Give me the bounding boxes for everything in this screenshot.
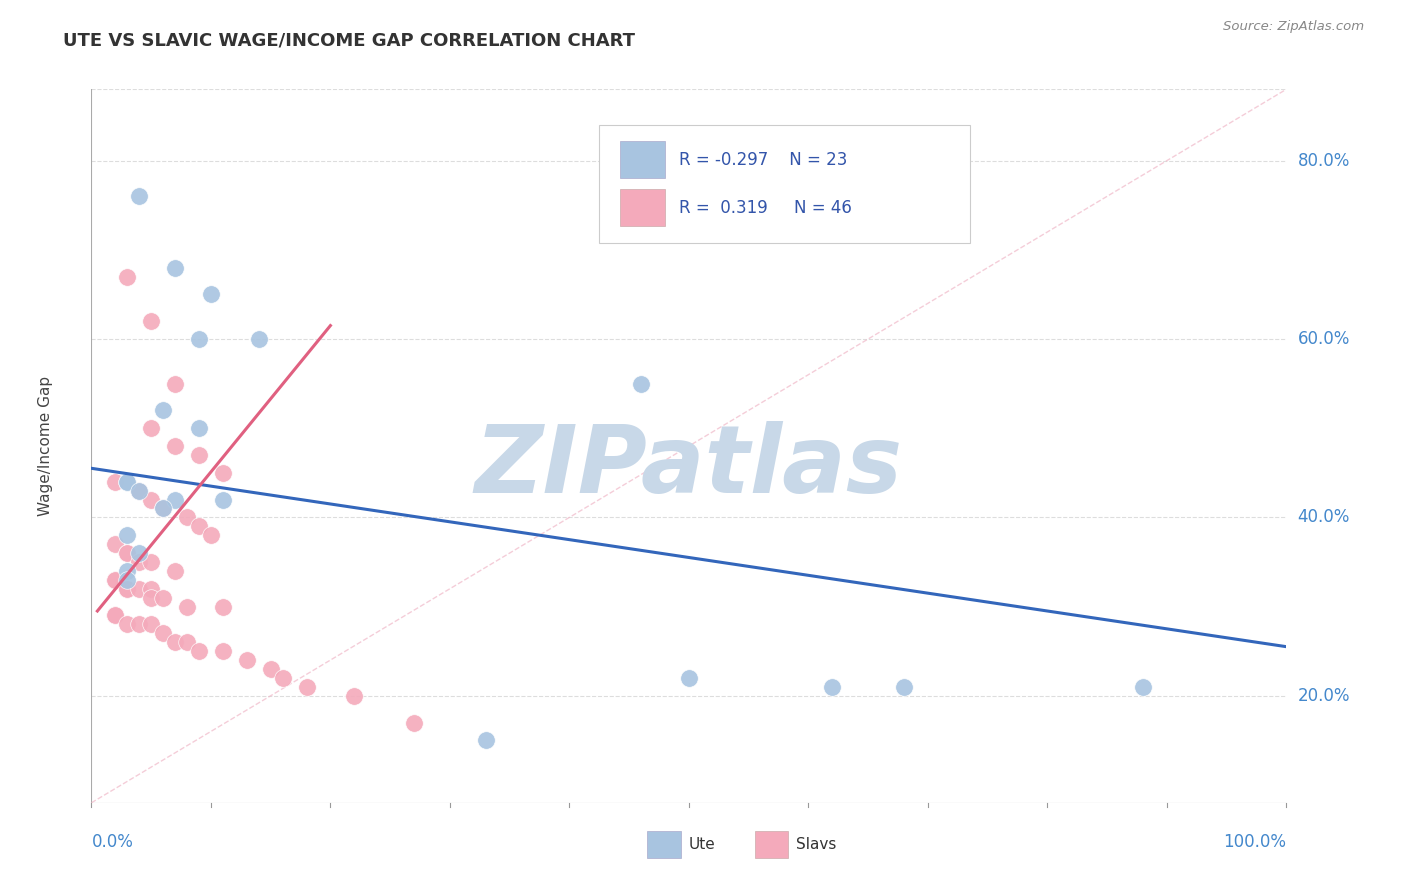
Point — [211, 599, 233, 614]
Point — [128, 617, 150, 632]
Point — [187, 332, 211, 346]
Point — [211, 492, 233, 507]
Point — [404, 715, 426, 730]
Text: 100.0%: 100.0% — [1223, 833, 1286, 851]
Point — [678, 671, 700, 685]
Point — [115, 573, 138, 587]
Point — [152, 501, 174, 516]
Text: 60.0%: 60.0% — [1298, 330, 1350, 348]
Text: R =  0.319     N = 46: R = 0.319 N = 46 — [679, 199, 852, 217]
Point — [152, 403, 174, 417]
Point — [187, 448, 211, 462]
Point — [211, 466, 233, 480]
Point — [152, 591, 174, 605]
Point — [152, 626, 174, 640]
Text: Source: ZipAtlas.com: Source: ZipAtlas.com — [1223, 20, 1364, 33]
Point — [821, 680, 844, 694]
Point — [247, 332, 270, 346]
Point — [128, 546, 150, 560]
Point — [176, 635, 198, 649]
Text: Slavs: Slavs — [796, 837, 837, 852]
Text: UTE VS SLAVIC WAGE/INCOME GAP CORRELATION CHART: UTE VS SLAVIC WAGE/INCOME GAP CORRELATIO… — [63, 31, 636, 49]
Point — [115, 582, 138, 596]
Text: 40.0%: 40.0% — [1298, 508, 1350, 526]
Point — [163, 564, 186, 578]
Point — [187, 519, 211, 533]
Text: R = -0.297    N = 23: R = -0.297 N = 23 — [679, 151, 848, 169]
Bar — [620, 189, 665, 227]
Point — [128, 189, 150, 203]
Point — [115, 475, 138, 489]
Point — [176, 599, 198, 614]
Point — [128, 555, 150, 569]
Point — [104, 537, 127, 551]
Bar — [647, 830, 681, 858]
Point — [163, 439, 186, 453]
Text: 0.0%: 0.0% — [91, 833, 134, 851]
Point — [200, 528, 222, 542]
Text: 80.0%: 80.0% — [1298, 152, 1350, 169]
Point — [141, 492, 162, 507]
Point — [1132, 680, 1154, 694]
Point — [893, 680, 915, 694]
Point — [141, 314, 162, 328]
Point — [163, 492, 186, 507]
Point — [141, 555, 162, 569]
Point — [271, 671, 294, 685]
Point — [163, 376, 186, 391]
Point — [259, 662, 281, 676]
Point — [115, 528, 138, 542]
Point — [115, 546, 138, 560]
Text: ZIPatlas: ZIPatlas — [475, 421, 903, 514]
Point — [104, 608, 127, 623]
Point — [235, 653, 259, 667]
Point — [200, 287, 222, 301]
Point — [104, 475, 127, 489]
Point — [115, 582, 138, 596]
Point — [115, 546, 138, 560]
Bar — [755, 830, 789, 858]
Point — [141, 591, 162, 605]
Point — [163, 260, 186, 275]
Text: Wage/Income Gap: Wage/Income Gap — [38, 376, 53, 516]
Point — [104, 573, 127, 587]
Point — [141, 617, 162, 632]
Point — [115, 617, 138, 632]
Point — [474, 733, 498, 747]
FancyBboxPatch shape — [599, 125, 970, 243]
Bar — [620, 141, 665, 178]
Point — [128, 483, 150, 498]
Point — [163, 635, 186, 649]
Point — [104, 573, 127, 587]
Point — [187, 644, 211, 658]
Point — [141, 582, 162, 596]
Point — [176, 510, 198, 524]
Point — [115, 269, 138, 284]
Point — [152, 501, 174, 516]
Point — [187, 421, 211, 435]
Point — [115, 475, 138, 489]
Point — [128, 483, 150, 498]
Point — [128, 582, 150, 596]
Point — [343, 689, 366, 703]
Text: Ute: Ute — [689, 837, 716, 852]
Point — [141, 421, 162, 435]
Text: 20.0%: 20.0% — [1298, 687, 1350, 705]
Point — [630, 376, 652, 391]
Point — [295, 680, 318, 694]
Point — [211, 644, 233, 658]
Point — [115, 564, 138, 578]
Point — [104, 608, 127, 623]
